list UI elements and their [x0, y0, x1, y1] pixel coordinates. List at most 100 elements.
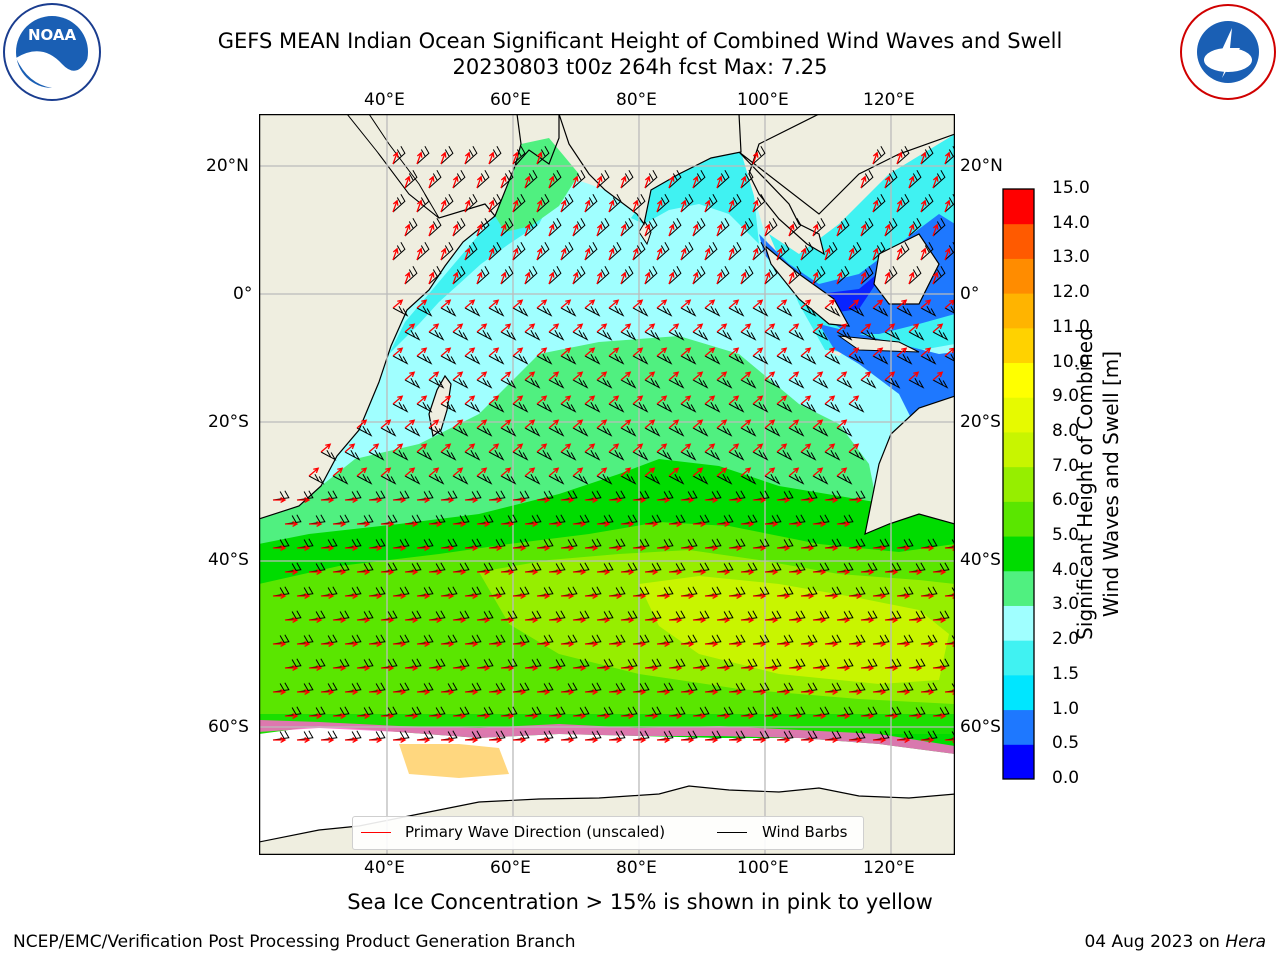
- wave-direction-arrow: [789, 617, 803, 623]
- wind-barb: [716, 218, 730, 237]
- wave-direction-arrow: [945, 545, 954, 551]
- wind-barb: [416, 306, 433, 317]
- wind-barb: [704, 194, 718, 213]
- wave-direction-arrow: [381, 521, 395, 527]
- wind-barb: [932, 330, 949, 341]
- wind-barb: [416, 194, 430, 213]
- wave-direction-arrow: [501, 617, 515, 623]
- wave-direction-arrow: [561, 545, 575, 551]
- wave-direction-arrow: [333, 521, 347, 527]
- wind-barb: [464, 354, 481, 365]
- wave-direction-arrow: [501, 713, 515, 719]
- wave-direction-arrow: [573, 713, 587, 719]
- wave-direction-arrow: [440, 299, 452, 309]
- wave-direction-arrow: [417, 593, 431, 599]
- wave-direction-arrow: [512, 347, 524, 357]
- wave-direction-arrow: [273, 593, 287, 599]
- wave-direction-arrow: [285, 569, 299, 575]
- wave-direction-arrow: [848, 347, 860, 357]
- wave-direction-arrow: [657, 737, 671, 743]
- wave-direction-arrow: [297, 593, 311, 599]
- wave-direction-layer: [273, 151, 954, 743]
- wind-barb: [884, 266, 898, 285]
- wave-direction-arrow: [656, 395, 668, 405]
- wind-barb: [572, 706, 590, 717]
- wind-barb: [452, 266, 466, 285]
- wind-barb: [800, 538, 818, 549]
- wave-direction-arrow: [440, 247, 447, 261]
- wave-direction-arrow: [513, 737, 527, 743]
- wave-direction-arrow: [309, 617, 323, 623]
- wind-barb: [296, 634, 314, 645]
- wave-direction-arrow: [332, 467, 344, 477]
- colorbar-segment: [1003, 501, 1034, 537]
- wind-barb: [452, 426, 469, 437]
- footer-branch: NCEP/EMC/Verification Post Processing Pr…: [13, 932, 576, 952]
- wave-direction-arrow: [488, 347, 500, 357]
- wave-direction-arrow: [512, 247, 519, 261]
- wave-direction-arrow: [932, 323, 944, 333]
- wind-barb: [848, 354, 865, 365]
- wave-direction-arrow: [705, 641, 719, 647]
- wind-barb: [500, 514, 518, 525]
- wind-barb: [428, 330, 445, 341]
- wind-barb: [824, 538, 842, 549]
- wind-barb-swatch: [717, 832, 747, 833]
- sea-ice-patch: [399, 744, 509, 778]
- wave-direction-arrow: [716, 175, 723, 189]
- wave-direction-arrow: [452, 175, 459, 189]
- wind-barb: [392, 194, 406, 213]
- wave-direction-arrow: [404, 467, 416, 477]
- wave-direction-arrow: [345, 593, 359, 599]
- wave-direction-arrow: [849, 593, 863, 599]
- wave-direction-arrow: [836, 467, 848, 477]
- wave-direction-arrow: [872, 151, 879, 165]
- wave-direction-arrow: [705, 689, 719, 695]
- wind-barb: [644, 218, 658, 237]
- wind-barb: [332, 514, 350, 525]
- wind-barb: [392, 730, 410, 741]
- wave-direction-arrow: [944, 247, 951, 261]
- wave-direction-arrow: [945, 593, 954, 599]
- wind-barb: [836, 706, 854, 717]
- wave-direction-arrow: [488, 299, 500, 309]
- colorbar-segment: [1003, 397, 1034, 433]
- colorbar-segment: [1003, 744, 1034, 780]
- wave-direction-arrow: [813, 665, 827, 671]
- wind-barb: [416, 490, 434, 501]
- wave-direction-arrow: [633, 689, 647, 695]
- wind-barb: [308, 514, 326, 525]
- wind-barb: [284, 658, 302, 669]
- wind-barb: [392, 450, 409, 461]
- wave-direction-arrow: [944, 299, 954, 309]
- wave-direction-arrow: [668, 223, 675, 237]
- wave-direction-arrow: [872, 199, 879, 213]
- wave-direction-arrow: [273, 641, 287, 647]
- wave-direction-arrow: [645, 665, 659, 671]
- wind-barb: [788, 330, 805, 341]
- wind-barb: [668, 706, 686, 717]
- wind-barb: [740, 378, 757, 389]
- wave-direction-arrow: [704, 199, 711, 213]
- colorbar-tick-label: 3.0: [1052, 594, 1080, 615]
- wind-barb: [344, 538, 362, 549]
- wind-barb: [812, 330, 829, 341]
- footer-date: 04 Aug 2023 on Hera: [1084, 932, 1266, 952]
- wind-barb: [656, 634, 674, 645]
- wind-barb: [800, 730, 818, 741]
- wave-direction-arrow: [849, 545, 863, 551]
- wave-direction-arrow: [369, 689, 383, 695]
- wind-barb: [608, 242, 622, 261]
- wave-direction-arrow: [441, 545, 455, 551]
- wind-barb: [476, 610, 494, 621]
- wave-direction-arrow: [333, 713, 347, 719]
- wave-direction-arrow: [716, 271, 723, 285]
- wind-barb: [428, 474, 445, 485]
- wave-direction-arrow: [537, 545, 551, 551]
- wave-direction-arrow: [836, 419, 848, 429]
- wind-barb: [872, 586, 890, 597]
- wind-barb: [716, 562, 734, 573]
- wind-barb: [788, 474, 805, 485]
- wind-barb: [368, 730, 386, 741]
- wind-barb: [860, 658, 878, 669]
